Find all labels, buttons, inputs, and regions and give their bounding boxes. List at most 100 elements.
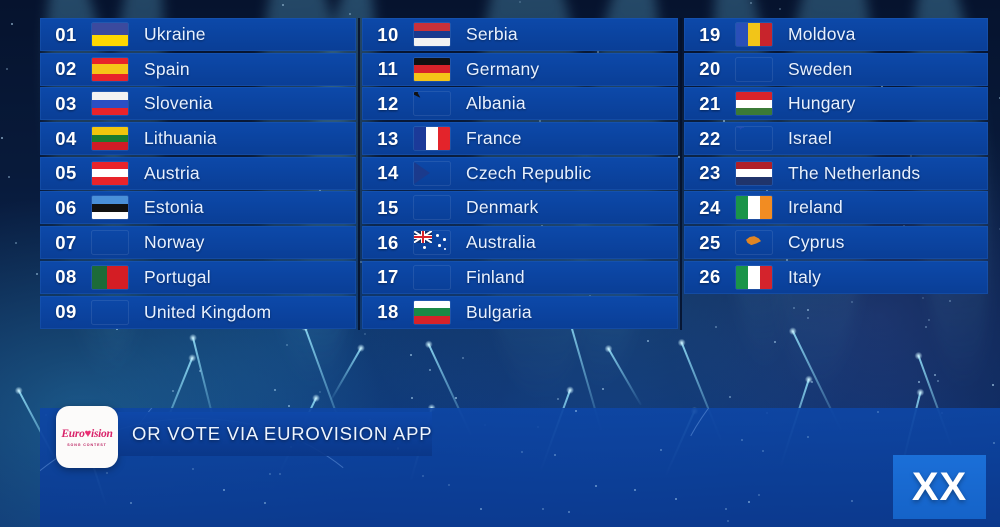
flag-icon-rs	[414, 23, 450, 46]
entry-country-name: Germany	[466, 59, 539, 80]
entry-country-name: Hungary	[788, 93, 856, 114]
flag-icon-hu	[736, 92, 772, 115]
table-row[interactable]: 12 Albania	[362, 87, 678, 120]
stage-sparkle	[319, 391, 321, 393]
entry-country-name: Israel	[788, 128, 832, 149]
table-row[interactable]: 03 Slovenia	[40, 87, 356, 120]
entry-country-name: Finland	[466, 267, 525, 288]
stage-sparkle	[411, 397, 413, 399]
flag-icon-ie	[736, 196, 772, 219]
table-row[interactable]: 18 Bulgaria	[362, 296, 678, 329]
table-row[interactable]: 14 Czech Republic	[362, 157, 678, 190]
table-row[interactable]: 21 Hungary	[684, 87, 988, 120]
entry-country-name: Albania	[466, 93, 526, 114]
stage-sparkle	[8, 176, 10, 178]
stage-sparkle	[172, 390, 174, 392]
entry-rank: 01	[40, 24, 92, 46]
table-row[interactable]: 04 Lithuania	[40, 122, 356, 155]
entry-rank: 03	[40, 93, 92, 115]
stage-sparkle	[11, 23, 13, 25]
flag-icon-no	[92, 231, 128, 254]
flag-icon-au	[414, 231, 450, 254]
flag-icon-dk	[414, 196, 450, 219]
entry-rank: 14	[362, 162, 414, 184]
flag-icon-se	[736, 58, 772, 81]
table-row[interactable]: 20 Sweden	[684, 53, 988, 86]
table-row[interactable]: 07 Norway	[40, 226, 356, 259]
entry-rank: 11	[362, 58, 414, 80]
stage-sparkle	[462, 357, 464, 359]
entry-country-name: Portugal	[144, 267, 211, 288]
table-row[interactable]: 15 Denmark	[362, 191, 678, 224]
table-row[interactable]: 05 Austria	[40, 157, 356, 190]
entry-rank: 07	[40, 232, 92, 254]
panel-sparkle	[595, 485, 597, 487]
entry-rank: 12	[362, 93, 414, 115]
entry-country-name: Denmark	[466, 197, 538, 218]
flag-icon-bg	[414, 301, 450, 324]
flag-icon-at	[92, 162, 128, 185]
entry-country-name: Sweden	[788, 59, 852, 80]
table-row[interactable]: 23 The Netherlands	[684, 157, 988, 190]
flag-icon-ee	[92, 196, 128, 219]
entry-country-name: Bulgaria	[466, 302, 532, 323]
stage-sparkle	[6, 68, 8, 70]
entry-rank: 25	[684, 232, 736, 254]
table-row[interactable]: 22 Israel	[684, 122, 988, 155]
entry-rank: 26	[684, 266, 736, 288]
flag-icon-cz	[414, 162, 450, 185]
stage-sparkle	[729, 396, 731, 398]
table-row[interactable]: 26 Italy	[684, 261, 988, 294]
flag-icon-cy	[736, 231, 772, 254]
table-row[interactable]: 24 Ireland	[684, 191, 988, 224]
table-row[interactable]: 08 Portugal	[40, 261, 356, 294]
stage-sparkle	[992, 384, 994, 386]
flag-icon-ua	[92, 23, 128, 46]
entry-country-name: United Kingdom	[144, 302, 271, 323]
stage-sparkle	[36, 273, 38, 275]
stage-sparkle	[568, 391, 570, 393]
flag-icon-md	[736, 23, 772, 46]
channel-badge-label: XX	[912, 465, 967, 510]
stage-sparkle	[349, 13, 351, 15]
flag-icon-gb	[92, 301, 128, 324]
running-order-table: 01 Ukraine 02 Spain 03 Slovenia 04 Lithuania 05 A…	[40, 18, 988, 330]
table-row[interactable]: 13 France	[362, 122, 678, 155]
panel-sparkle	[192, 468, 194, 470]
table-row[interactable]: 02 Spain	[40, 53, 356, 86]
stage-sparkle	[1, 137, 3, 139]
panel-sparkle	[762, 450, 764, 452]
entry-rank: 15	[362, 197, 414, 219]
entry-rank: 09	[40, 301, 92, 323]
panel-sparkle	[568, 511, 570, 513]
entry-rank: 06	[40, 197, 92, 219]
entry-rank: 23	[684, 162, 736, 184]
entry-rank: 20	[684, 58, 736, 80]
entry-rank: 22	[684, 128, 736, 150]
vote-via-app-bar[interactable]: OR VOTE VIA EUROVISION APP	[118, 412, 432, 456]
stage-sparkle	[282, 4, 284, 6]
entry-country-name: Spain	[144, 59, 190, 80]
stage-sparkle	[429, 369, 431, 371]
eurovision-wordmark: Euro♥ision	[61, 428, 112, 440]
table-row[interactable]: 09 United Kingdom	[40, 296, 356, 329]
panel-sparkle	[448, 484, 450, 486]
entry-country-name: Ukraine	[144, 24, 206, 45]
table-row[interactable]: 16 Australia	[362, 226, 678, 259]
table-row[interactable]: 17 Finland	[362, 261, 678, 294]
running-order-column-2: 10 Serbia 11 Germany 12 Albania 13 France 14 Czec…	[362, 18, 678, 330]
table-row[interactable]: 25 Cyprus	[684, 226, 988, 259]
table-row[interactable]: 01 Ukraine	[40, 18, 356, 51]
entry-country-name: Serbia	[466, 24, 518, 45]
flag-icon-lt	[92, 127, 128, 150]
entry-rank: 18	[362, 301, 414, 323]
table-row[interactable]: 11 Germany	[362, 53, 678, 86]
stage-sparkle	[602, 388, 604, 390]
table-row[interactable]: 10 Serbia	[362, 18, 678, 51]
flag-icon-fi	[414, 266, 450, 289]
channel-badge: XX	[893, 455, 986, 519]
running-order-column-3: 19 Moldova 20 Sweden 21 Hungary 22 Israel 23 The …	[684, 18, 988, 296]
entry-country-name: The Netherlands	[788, 163, 920, 184]
table-row[interactable]: 19 Moldova	[684, 18, 988, 51]
table-row[interactable]: 06 Estonia	[40, 191, 356, 224]
